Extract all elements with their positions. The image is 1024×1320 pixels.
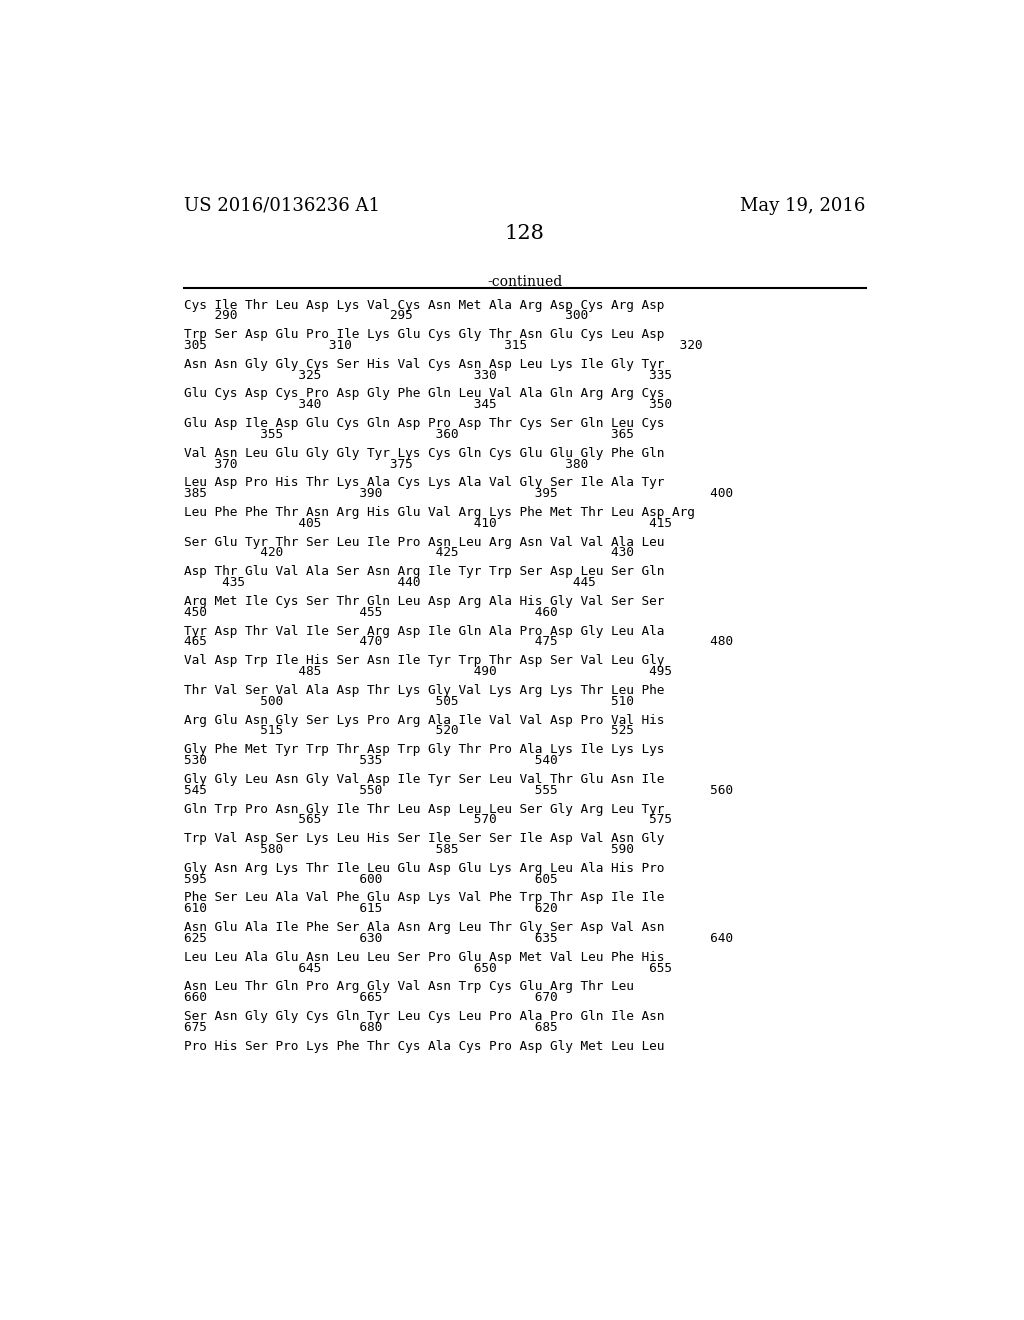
- Text: 355                    360                    365: 355 360 365: [183, 428, 634, 441]
- Text: Arg Met Ile Cys Ser Thr Gln Leu Asp Arg Ala His Gly Val Ser Ser: Arg Met Ile Cys Ser Thr Gln Leu Asp Arg …: [183, 595, 665, 609]
- Text: Glu Cys Asp Cys Pro Asp Gly Phe Gln Leu Val Ala Gln Arg Arg Cys: Glu Cys Asp Cys Pro Asp Gly Phe Gln Leu …: [183, 388, 665, 400]
- Text: Arg Glu Asn Gly Ser Lys Pro Arg Ala Ile Val Val Asp Pro Val His: Arg Glu Asn Gly Ser Lys Pro Arg Ala Ile …: [183, 714, 665, 726]
- Text: 435                    440                    445: 435 440 445: [183, 576, 596, 589]
- Text: 675                    680                    685: 675 680 685: [183, 1020, 557, 1034]
- Text: Pro His Ser Pro Lys Phe Thr Cys Ala Cys Pro Asp Gly Met Leu Leu: Pro His Ser Pro Lys Phe Thr Cys Ala Cys …: [183, 1040, 665, 1052]
- Text: Leu Phe Phe Thr Asn Arg His Glu Val Arg Lys Phe Met Thr Leu Asp Arg: Leu Phe Phe Thr Asn Arg His Glu Val Arg …: [183, 506, 694, 519]
- Text: US 2016/0136236 A1: US 2016/0136236 A1: [183, 197, 380, 215]
- Text: Thr Val Ser Val Ala Asp Thr Lys Gly Val Lys Arg Lys Thr Leu Phe: Thr Val Ser Val Ala Asp Thr Lys Gly Val …: [183, 684, 665, 697]
- Text: Val Asp Trp Ile His Ser Asn Ile Tyr Trp Thr Asp Ser Val Leu Gly: Val Asp Trp Ile His Ser Asn Ile Tyr Trp …: [183, 655, 665, 668]
- Text: 545                    550                    555                    560: 545 550 555 560: [183, 784, 733, 797]
- Text: Trp Ser Asp Glu Pro Ile Lys Glu Cys Gly Thr Asn Glu Cys Leu Asp: Trp Ser Asp Glu Pro Ile Lys Glu Cys Gly …: [183, 329, 665, 341]
- Text: Gly Phe Met Tyr Trp Thr Asp Trp Gly Thr Pro Ala Lys Ile Lys Lys: Gly Phe Met Tyr Trp Thr Asp Trp Gly Thr …: [183, 743, 665, 756]
- Text: 420                    425                    430: 420 425 430: [183, 546, 634, 560]
- Text: 645                    650                    655: 645 650 655: [183, 961, 672, 974]
- Text: Ser Glu Tyr Thr Ser Leu Ile Pro Asn Leu Arg Asn Val Val Ala Leu: Ser Glu Tyr Thr Ser Leu Ile Pro Asn Leu …: [183, 536, 665, 549]
- Text: 340                    345                    350: 340 345 350: [183, 399, 672, 412]
- Text: 485                    490                    495: 485 490 495: [183, 665, 672, 678]
- Text: Leu Asp Pro His Thr Lys Ala Cys Lys Ala Val Gly Ser Ile Ala Tyr: Leu Asp Pro His Thr Lys Ala Cys Lys Ala …: [183, 477, 665, 490]
- Text: 128: 128: [505, 224, 545, 243]
- Text: 450                    455                    460: 450 455 460: [183, 606, 557, 619]
- Text: Val Asn Leu Glu Gly Gly Tyr Lys Cys Gln Cys Glu Glu Gly Phe Gln: Val Asn Leu Glu Gly Gly Tyr Lys Cys Gln …: [183, 446, 665, 459]
- Text: Phe Ser Leu Ala Val Phe Glu Asp Lys Val Phe Trp Thr Asp Ile Ile: Phe Ser Leu Ala Val Phe Glu Asp Lys Val …: [183, 891, 665, 904]
- Text: 290                    295                    300: 290 295 300: [183, 309, 588, 322]
- Text: Leu Leu Ala Glu Asn Leu Leu Ser Pro Glu Asp Met Val Leu Phe His: Leu Leu Ala Glu Asn Leu Leu Ser Pro Glu …: [183, 950, 665, 964]
- Text: 565                    570                    575: 565 570 575: [183, 813, 672, 826]
- Text: Asn Glu Ala Ile Phe Ser Ala Asn Arg Leu Thr Gly Ser Asp Val Asn: Asn Glu Ala Ile Phe Ser Ala Asn Arg Leu …: [183, 921, 665, 935]
- Text: May 19, 2016: May 19, 2016: [740, 197, 866, 215]
- Text: Trp Val Asp Ser Lys Leu His Ser Ile Ser Ser Ile Asp Val Asn Gly: Trp Val Asp Ser Lys Leu His Ser Ile Ser …: [183, 832, 665, 845]
- Text: 405                    410                    415: 405 410 415: [183, 517, 672, 529]
- Text: 625                    630                    635                    640: 625 630 635 640: [183, 932, 733, 945]
- Text: 580                    585                    590: 580 585 590: [183, 843, 634, 855]
- Text: Gln Trp Pro Asn Gly Ile Thr Leu Asp Leu Leu Ser Gly Arg Leu Tyr: Gln Trp Pro Asn Gly Ile Thr Leu Asp Leu …: [183, 803, 665, 816]
- Text: Asn Leu Thr Gln Pro Arg Gly Val Asn Trp Cys Glu Arg Thr Leu: Asn Leu Thr Gln Pro Arg Gly Val Asn Trp …: [183, 981, 634, 994]
- Text: 610                    615                    620: 610 615 620: [183, 903, 557, 915]
- Text: 385                    390                    395                    400: 385 390 395 400: [183, 487, 733, 500]
- Text: 325                    330                    335: 325 330 335: [183, 368, 672, 381]
- Text: -continued: -continued: [487, 276, 562, 289]
- Text: Asp Thr Glu Val Ala Ser Asn Arg Ile Tyr Trp Ser Asp Leu Ser Gln: Asp Thr Glu Val Ala Ser Asn Arg Ile Tyr …: [183, 565, 665, 578]
- Text: 465                    470                    475                    480: 465 470 475 480: [183, 635, 733, 648]
- Text: Glu Asp Ile Asp Glu Cys Gln Asp Pro Asp Thr Cys Ser Gln Leu Cys: Glu Asp Ile Asp Glu Cys Gln Asp Pro Asp …: [183, 417, 665, 430]
- Text: Ser Asn Gly Gly Cys Gln Tyr Leu Cys Leu Pro Ala Pro Gln Ile Asn: Ser Asn Gly Gly Cys Gln Tyr Leu Cys Leu …: [183, 1010, 665, 1023]
- Text: Tyr Asp Thr Val Ile Ser Arg Asp Ile Gln Ala Pro Asp Gly Leu Ala: Tyr Asp Thr Val Ile Ser Arg Asp Ile Gln …: [183, 624, 665, 638]
- Text: 595                    600                    605: 595 600 605: [183, 873, 557, 886]
- Text: 500                    505                    510: 500 505 510: [183, 694, 634, 708]
- Text: 660                    665                    670: 660 665 670: [183, 991, 557, 1005]
- Text: 370                    375                    380: 370 375 380: [183, 458, 588, 470]
- Text: Asn Asn Gly Gly Cys Ser His Val Cys Asn Asp Leu Lys Ile Gly Tyr: Asn Asn Gly Gly Cys Ser His Val Cys Asn …: [183, 358, 665, 371]
- Text: 530                    535                    540: 530 535 540: [183, 754, 557, 767]
- Text: Cys Ile Thr Leu Asp Lys Val Cys Asn Met Ala Arg Asp Cys Arg Asp: Cys Ile Thr Leu Asp Lys Val Cys Asn Met …: [183, 298, 665, 312]
- Text: 305                310                    315                    320: 305 310 315 320: [183, 339, 702, 352]
- Text: Gly Gly Leu Asn Gly Val Asp Ile Tyr Ser Leu Val Thr Glu Asn Ile: Gly Gly Leu Asn Gly Val Asp Ile Tyr Ser …: [183, 774, 665, 785]
- Text: 515                    520                    525: 515 520 525: [183, 725, 634, 738]
- Text: Gly Asn Arg Lys Thr Ile Leu Glu Asp Glu Lys Arg Leu Ala His Pro: Gly Asn Arg Lys Thr Ile Leu Glu Asp Glu …: [183, 862, 665, 875]
